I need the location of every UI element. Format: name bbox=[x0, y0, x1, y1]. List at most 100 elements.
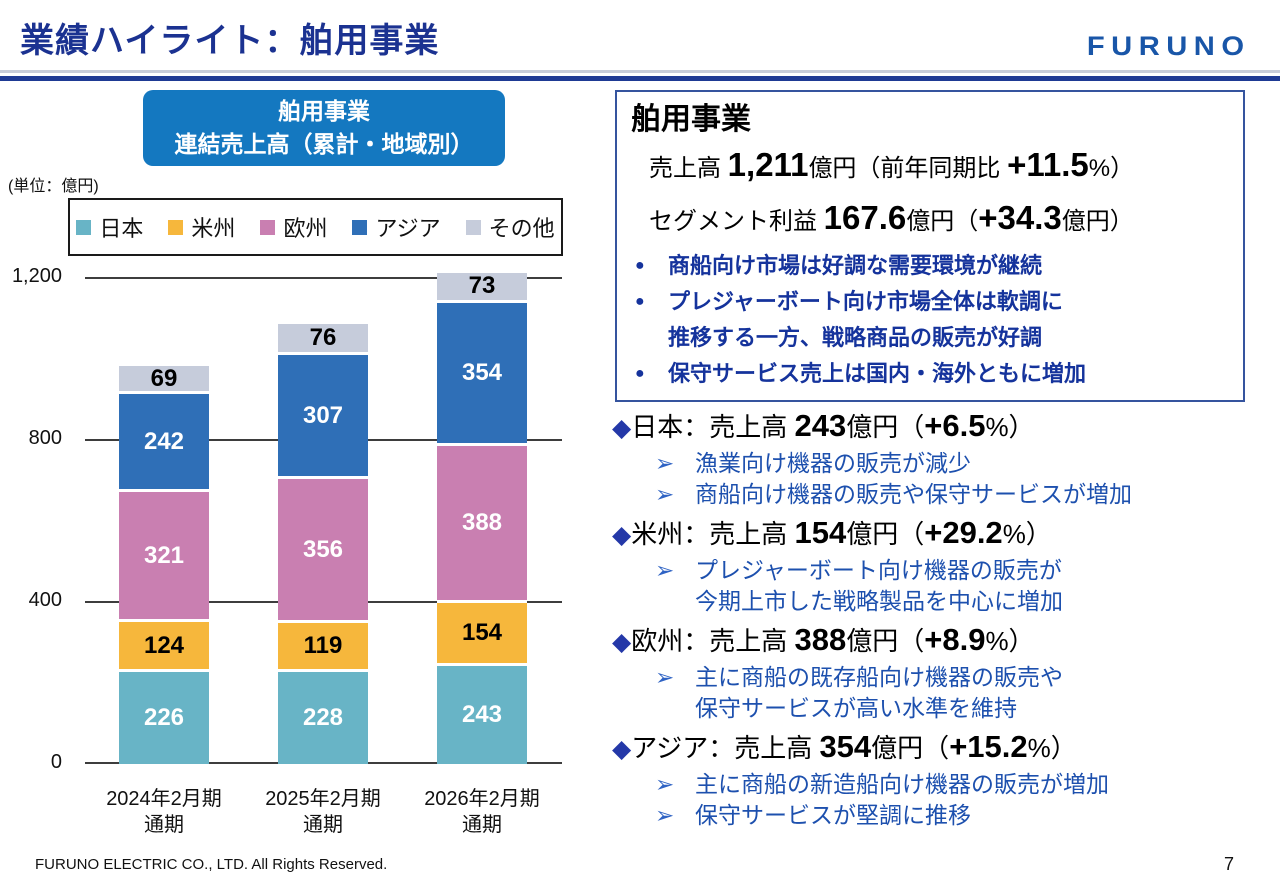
panel-bullet: ● 商船向け市場は好調な需要環境が継続 bbox=[631, 248, 1229, 284]
region-section: ◆アジア：売上高 354億円（+15.2%） ➢ 主に商船の新造船向け機器の販売が増… bbox=[612, 727, 1272, 831]
bar-segment: 228 bbox=[278, 671, 368, 764]
bar-value-label: 388 bbox=[461, 509, 503, 537]
chart-title-line2: 連結売上高（累計・地域別） bbox=[174, 131, 474, 157]
legend-swatch-icon bbox=[260, 219, 276, 235]
region-value: 243 bbox=[794, 408, 847, 443]
region-open: 億円（ bbox=[871, 733, 950, 763]
furuno-logo: FURUNO bbox=[1086, 31, 1250, 61]
region-point-line: 漁業向け機器の販売が減少 bbox=[695, 450, 971, 476]
bullet-dot-icon: ● bbox=[635, 257, 645, 274]
arrow-icon: ➢ bbox=[655, 481, 675, 507]
arrow-icon: ➢ bbox=[655, 771, 675, 797]
x-axis-label: 2026年2月期 通期 bbox=[392, 786, 572, 838]
legend-swatch-icon bbox=[168, 219, 184, 235]
x-axis-label-line1: 2026年2月期 bbox=[424, 788, 540, 810]
y-tick-label: 800 bbox=[28, 427, 62, 449]
profit-label: セグメント利益 bbox=[649, 208, 824, 235]
bar-value-label: 76 bbox=[309, 324, 337, 352]
bar-segment: 76 bbox=[278, 324, 368, 355]
bar-segment: 243 bbox=[437, 665, 527, 764]
legend-swatch-icon bbox=[465, 219, 481, 235]
region-sep: ：売上高 bbox=[683, 519, 795, 549]
region-point-text: プレジャーボート向け機器の販売が 今期上市した戦略製品を中心に増加 bbox=[695, 555, 1063, 617]
panel-bullet: ● プレジャーボート向け市場全体は軟調に 推移する一方、戦略商品の販売が好調 bbox=[631, 284, 1229, 356]
chart-legend: 日本 米州 欧州 アジア その他 bbox=[68, 198, 563, 256]
x-axis-label: 2025年2月期 通期 bbox=[233, 786, 413, 838]
region-name: 日本 bbox=[631, 412, 684, 442]
legend-item: アジア bbox=[352, 211, 441, 243]
arrow-icon: ➢ bbox=[655, 450, 675, 476]
legend-label: 米州 bbox=[191, 216, 236, 241]
sales-stat: 売上高 1,211億円（前年同期比 +11.5%） bbox=[649, 140, 1229, 193]
unit-label: (単位：億円) bbox=[8, 178, 99, 195]
panel-title: 舶用事業 bbox=[631, 103, 751, 136]
x-axis-label-line2: 通期 bbox=[462, 814, 502, 836]
legend-label: その他 bbox=[488, 216, 555, 241]
bar-value-label: 124 bbox=[143, 631, 185, 659]
bar-value-label: 119 bbox=[303, 632, 343, 660]
region-heading: ◆アジア：売上高 354億円（+15.2%） bbox=[612, 727, 1272, 769]
diamond-icon: ◆ bbox=[612, 414, 632, 442]
region-delta: +29.2 bbox=[924, 515, 1003, 550]
bar-segment: 307 bbox=[278, 354, 368, 480]
bar-value-label: 307 bbox=[302, 401, 344, 429]
region-value: 388 bbox=[794, 622, 847, 657]
bullet-dot-icon: ● bbox=[635, 365, 645, 382]
profit-value: 167.6 bbox=[823, 199, 907, 236]
chart-title-box: 舶用事業 連結売上高（累計・地域別） bbox=[143, 90, 505, 166]
region-delta: +6.5 bbox=[924, 408, 986, 443]
separator-gray bbox=[0, 70, 1280, 73]
x-axis-label-line2: 通期 bbox=[303, 814, 343, 836]
region-name: 米州 bbox=[631, 519, 684, 549]
bar: 73 354 388 154 243 bbox=[437, 273, 527, 764]
region-point-line: 商船向け機器の販売や保守サービスが増加 bbox=[695, 481, 1132, 507]
bar-value-label: 243 bbox=[461, 700, 503, 728]
region-section: ◆米州：売上高 154億円（+29.2%） ➢ プレジャーボート向け機器の販売が 今期… bbox=[612, 513, 1272, 617]
bar-value-label: 73 bbox=[468, 273, 496, 300]
bar-chart: 69 242 321 124 226 76 307 356 119 228 73 354 388 154 2… bbox=[85, 273, 562, 764]
bar-segment: 226 bbox=[119, 672, 209, 764]
region-point: ➢ 主に商船の新造船向け機器の販売が増加 bbox=[612, 769, 1272, 800]
region-heading: ◆日本：売上高 243億円（+6.5%） bbox=[612, 406, 1272, 448]
gridline bbox=[85, 277, 562, 279]
y-tick-label: 0 bbox=[50, 751, 62, 773]
legend-label: アジア bbox=[375, 216, 441, 241]
diamond-icon: ◆ bbox=[612, 628, 632, 656]
bar-value-label: 69 bbox=[150, 366, 178, 392]
legend-swatch-icon bbox=[76, 219, 92, 235]
region-name: 欧州 bbox=[631, 626, 684, 656]
legend-item: 欧州 bbox=[260, 211, 327, 243]
bar-value-label: 356 bbox=[302, 535, 344, 563]
region-section: ◆日本：売上高 243億円（+6.5%） ➢ 漁業向け機器の販売が減少 ➢ 商船向け機器… bbox=[612, 406, 1272, 510]
region-details: ◆日本：売上高 243億円（+6.5%） ➢ 漁業向け機器の販売が減少 ➢ 商船向け機器… bbox=[612, 406, 1272, 834]
chart-title-line1: 舶用事業 bbox=[278, 98, 370, 124]
bar-segment: 69 bbox=[119, 366, 209, 395]
arrow-icon: ➢ bbox=[655, 802, 675, 828]
region-point: ➢ 主に商船の既存船向け機器の販売や 保守サービスが高い水準を維持 bbox=[612, 662, 1272, 724]
region-section: ◆欧州：売上高 388億円（+8.9%） ➢ 主に商船の既存船向け機器の販売や 保守サ… bbox=[612, 620, 1272, 724]
region-sep: ：売上高 bbox=[683, 626, 795, 656]
page-title: 業績ハイライト：舶用事業 bbox=[20, 22, 440, 60]
profit-delta: +34.3 bbox=[978, 199, 1062, 236]
region-name: アジア bbox=[631, 733, 709, 763]
bar-segment: 73 bbox=[437, 273, 527, 303]
page-number: 7 bbox=[1223, 854, 1234, 874]
bar-value-label: 228 bbox=[302, 703, 344, 731]
sales-label: 売上高 bbox=[649, 155, 728, 182]
legend-label: 欧州 bbox=[283, 216, 328, 241]
bar-value-label: 154 bbox=[461, 618, 503, 646]
region-point-line: 保守サービスが堅調に推移 bbox=[695, 802, 971, 828]
bar-value-label: 354 bbox=[461, 358, 503, 386]
separator-navy bbox=[0, 76, 1280, 81]
region-point: ➢ プレジャーボート向け機器の販売が 今期上市した戦略製品を中心に増加 bbox=[612, 555, 1272, 617]
bar-segment: 119 bbox=[278, 623, 368, 672]
sales-end: %） bbox=[1088, 155, 1135, 182]
region-point-text: 主に商船の既存船向け機器の販売や 保守サービスが高い水準を維持 bbox=[695, 662, 1063, 724]
profit-mid: 億円（ bbox=[906, 208, 979, 235]
bar-segment: 354 bbox=[437, 302, 527, 447]
region-point-line: 主に商船の新造船向け機器の販売が増加 bbox=[695, 771, 1109, 797]
region-point-line: プレジャーボート向け機器の販売が bbox=[695, 557, 1062, 583]
bar-value-label: 321 bbox=[143, 541, 185, 569]
region-point-text: 商船向け機器の販売や保守サービスが増加 bbox=[695, 479, 1132, 510]
